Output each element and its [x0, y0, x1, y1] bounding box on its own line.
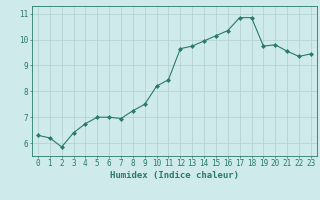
X-axis label: Humidex (Indice chaleur): Humidex (Indice chaleur)	[110, 171, 239, 180]
